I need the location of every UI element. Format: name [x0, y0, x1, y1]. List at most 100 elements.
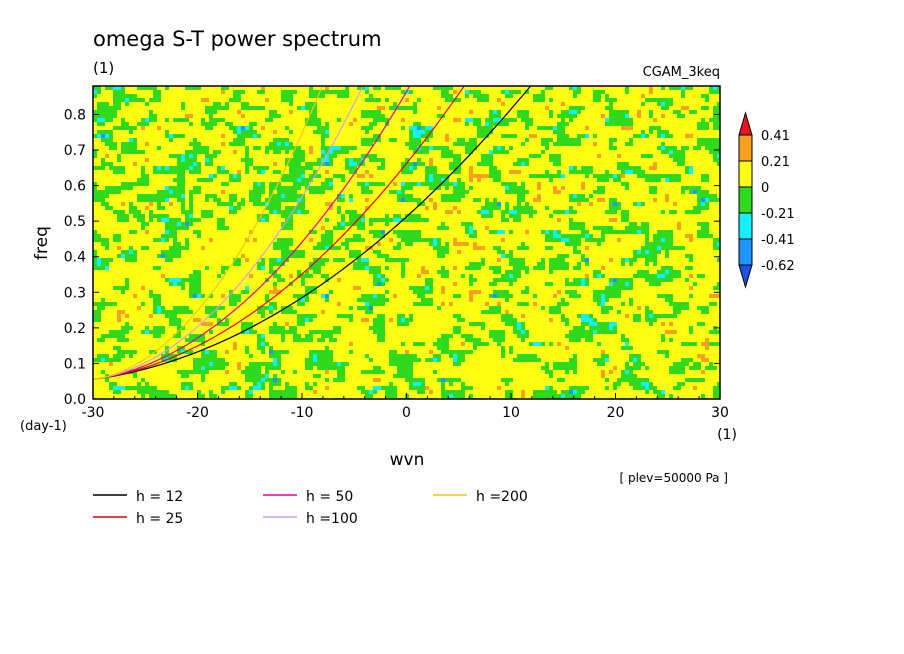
field-cell	[405, 354, 409, 358]
field-cell	[381, 182, 385, 186]
field-cell	[557, 218, 561, 222]
field-cell	[201, 342, 205, 346]
field-cell	[477, 262, 481, 266]
field-cell	[505, 270, 509, 274]
field-cell	[657, 174, 661, 178]
field-cell	[109, 106, 113, 110]
field-cell	[661, 98, 665, 102]
field-cell	[309, 190, 313, 194]
field-cell	[473, 322, 477, 326]
field-cell	[317, 366, 321, 370]
field-cell	[249, 366, 253, 370]
field-cell	[573, 290, 577, 294]
field-cell	[653, 162, 657, 166]
field-cell	[121, 310, 125, 314]
field-cell	[277, 290, 281, 294]
field-cell	[417, 294, 421, 298]
field-cell	[121, 166, 125, 170]
field-cell	[201, 214, 205, 218]
field-cell	[377, 182, 381, 186]
field-cell	[565, 334, 569, 338]
field-cell	[325, 246, 329, 250]
field-cell	[269, 210, 273, 214]
field-cell	[537, 342, 541, 346]
field-cell	[589, 318, 593, 322]
field-cell	[577, 194, 581, 198]
field-cell	[377, 98, 381, 102]
field-cell	[213, 194, 217, 198]
field-cell	[245, 146, 249, 150]
field-cell	[633, 362, 637, 366]
field-cell	[409, 182, 413, 186]
field-cell	[629, 222, 633, 226]
field-cell	[457, 330, 461, 334]
field-cell	[285, 254, 289, 258]
field-cell	[405, 374, 409, 378]
field-cell	[205, 362, 209, 366]
field-cell	[193, 150, 197, 154]
field-cell	[361, 218, 365, 222]
field-cell	[369, 110, 373, 114]
field-cell	[429, 302, 433, 306]
field-cell	[653, 246, 657, 250]
field-cell	[513, 218, 517, 222]
field-cell	[309, 146, 313, 150]
field-cell	[437, 106, 441, 110]
legend-label: h = 25	[136, 511, 183, 527]
field-cell	[429, 126, 433, 130]
field-cell	[209, 162, 213, 166]
field-cell	[313, 350, 317, 354]
field-cell	[469, 234, 473, 238]
field-cell	[97, 190, 101, 194]
field-cell	[133, 138, 137, 142]
field-cell	[177, 198, 181, 202]
field-cell	[649, 98, 653, 102]
field-cell	[577, 138, 581, 142]
field-cell	[185, 310, 189, 314]
field-cell	[457, 194, 461, 198]
field-cell	[369, 390, 373, 394]
field-cell	[485, 226, 489, 230]
field-cell	[469, 386, 473, 390]
field-cell	[377, 330, 381, 334]
field-cell	[205, 310, 209, 314]
field-cell	[321, 182, 325, 186]
field-cell	[553, 366, 557, 370]
field-cell	[417, 182, 421, 186]
field-cell	[621, 334, 625, 338]
field-cell	[501, 350, 505, 354]
field-cell	[321, 126, 325, 130]
field-cell	[525, 290, 529, 294]
field-cell	[457, 142, 461, 146]
field-cell	[521, 322, 525, 326]
field-cell	[449, 166, 453, 170]
field-cell	[629, 258, 633, 262]
field-cell	[621, 170, 625, 174]
field-cell	[505, 122, 509, 126]
field-cell	[717, 114, 720, 118]
field-cell	[453, 362, 457, 366]
field-cell	[101, 334, 105, 338]
field-cell	[381, 282, 385, 286]
field-cell	[665, 130, 669, 134]
field-cell	[665, 266, 669, 270]
field-cell	[385, 214, 389, 218]
field-cell	[301, 294, 305, 298]
field-cell	[549, 154, 553, 158]
field-cell	[241, 90, 245, 94]
field-cell	[509, 278, 513, 282]
field-cell	[497, 122, 501, 126]
field-cell	[501, 214, 505, 218]
field-cell	[645, 250, 649, 254]
field-cell	[169, 154, 173, 158]
field-cell	[649, 386, 653, 390]
field-cell	[269, 190, 273, 194]
field-cell	[513, 118, 517, 122]
field-cell	[105, 194, 109, 198]
field-cell	[157, 90, 161, 94]
field-cell	[413, 342, 417, 346]
field-cell	[305, 314, 309, 318]
field-cell	[681, 342, 685, 346]
field-cell	[569, 242, 573, 246]
field-cell	[413, 218, 417, 222]
